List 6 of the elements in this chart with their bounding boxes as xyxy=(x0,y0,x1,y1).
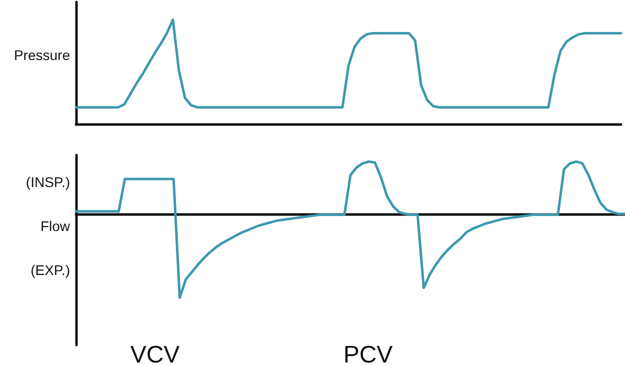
text: (EXP.) xyxy=(30,262,70,278)
text: PCV xyxy=(343,342,393,366)
text: VCV xyxy=(130,342,180,366)
y-axis-title: Pressure xyxy=(14,47,70,63)
text: (INSP.) xyxy=(26,174,70,190)
y-axis-title: Flow xyxy=(40,218,71,234)
